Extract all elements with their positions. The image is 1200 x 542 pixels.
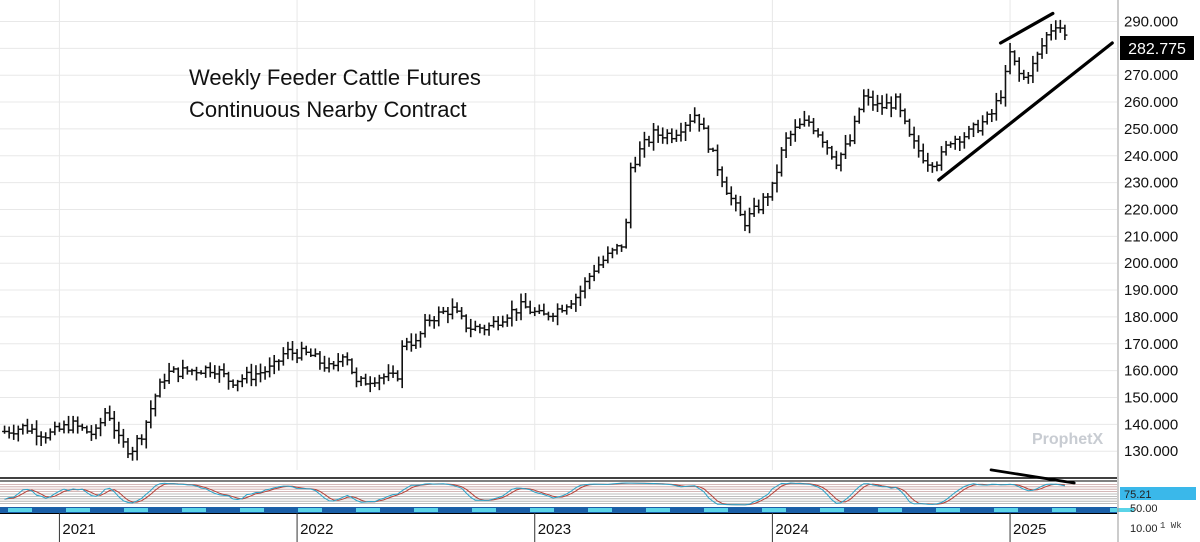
timeline-segment [820, 508, 844, 512]
y-tick-label: 290.000 [1124, 13, 1178, 30]
chart-title-line-1: Weekly Feeder Cattle Futures [189, 65, 481, 90]
last-price-label: 282.775 [1128, 41, 1186, 58]
x-tick-label: 2025 [1013, 521, 1046, 538]
oscillator-trendline [989, 468, 1076, 485]
x-tick-label: 2023 [538, 521, 571, 538]
x-tick-label: 2024 [775, 521, 808, 538]
y-tick-label: 230.000 [1124, 175, 1178, 192]
oscillator-value-label: 75.21 [1124, 489, 1152, 501]
last-price-box [1120, 36, 1194, 60]
timeline-segment [588, 508, 612, 512]
y-tick-label: 180.000 [1124, 309, 1178, 326]
y-tick-label: 270.000 [1124, 67, 1178, 84]
trendline [937, 41, 1114, 182]
timeline-strip [0, 507, 1117, 513]
timeline-segment [472, 508, 496, 512]
y-tick-label: 200.000 [1124, 255, 1178, 272]
chart-title-line-2: Continuous Nearby Contract [189, 97, 467, 122]
timeline-segment [704, 508, 728, 512]
oscillator-level-50: 50.00 [1130, 503, 1158, 515]
timeline-segment [530, 508, 554, 512]
timeline-segment [936, 508, 960, 512]
timeline-segment [646, 508, 670, 512]
oscillator-fast-line [4, 482, 1066, 506]
timeframe-label: 1 Wk [1160, 521, 1182, 531]
timeline-segment [1110, 508, 1134, 512]
timeline-segment [762, 508, 786, 512]
price-bars [2, 19, 1068, 461]
y-tick-label: 210.000 [1124, 228, 1178, 245]
timeline-segment [8, 508, 32, 512]
x-tick-label: 2021 [62, 521, 95, 538]
timeline-segment [994, 508, 1018, 512]
timeline-segment [66, 508, 90, 512]
timeline-segment [298, 508, 322, 512]
y-tick-label: 160.000 [1124, 363, 1178, 380]
y-tick-label: 190.000 [1124, 282, 1178, 299]
timeline-segment [182, 508, 206, 512]
trendline [998, 11, 1055, 45]
y-tick-label: 250.000 [1124, 121, 1178, 138]
timeline-segment [414, 508, 438, 512]
y-tick-label: 220.000 [1124, 201, 1178, 218]
timeline-segment [878, 508, 902, 512]
oscillator-value-box [1120, 487, 1196, 500]
x-tick-label: 2022 [300, 521, 333, 538]
y-tick-label: 140.000 [1124, 416, 1178, 433]
y-tick-label: 260.000 [1124, 94, 1178, 111]
price-gridlines [0, 0, 1117, 470]
timeline-segment [356, 508, 380, 512]
price-trendlines [937, 11, 1114, 182]
y-tick-label: 240.000 [1124, 148, 1178, 165]
oscillator-panel [0, 468, 1134, 514]
timeline-segment [1052, 508, 1076, 512]
y-tick-label: 150.000 [1124, 389, 1178, 406]
axes: 130.000 140.000 150.000 160.000 170.000 180.0… [58, 0, 1178, 542]
timeline-segment [240, 508, 264, 512]
watermark-logo: ProphetX [1032, 431, 1103, 448]
y-tick-label: 170.000 [1124, 336, 1178, 353]
timeline-segment [124, 508, 148, 512]
oscillator-level-10: 10.00 [1130, 523, 1158, 535]
y-tick-label: 130.000 [1124, 443, 1178, 460]
